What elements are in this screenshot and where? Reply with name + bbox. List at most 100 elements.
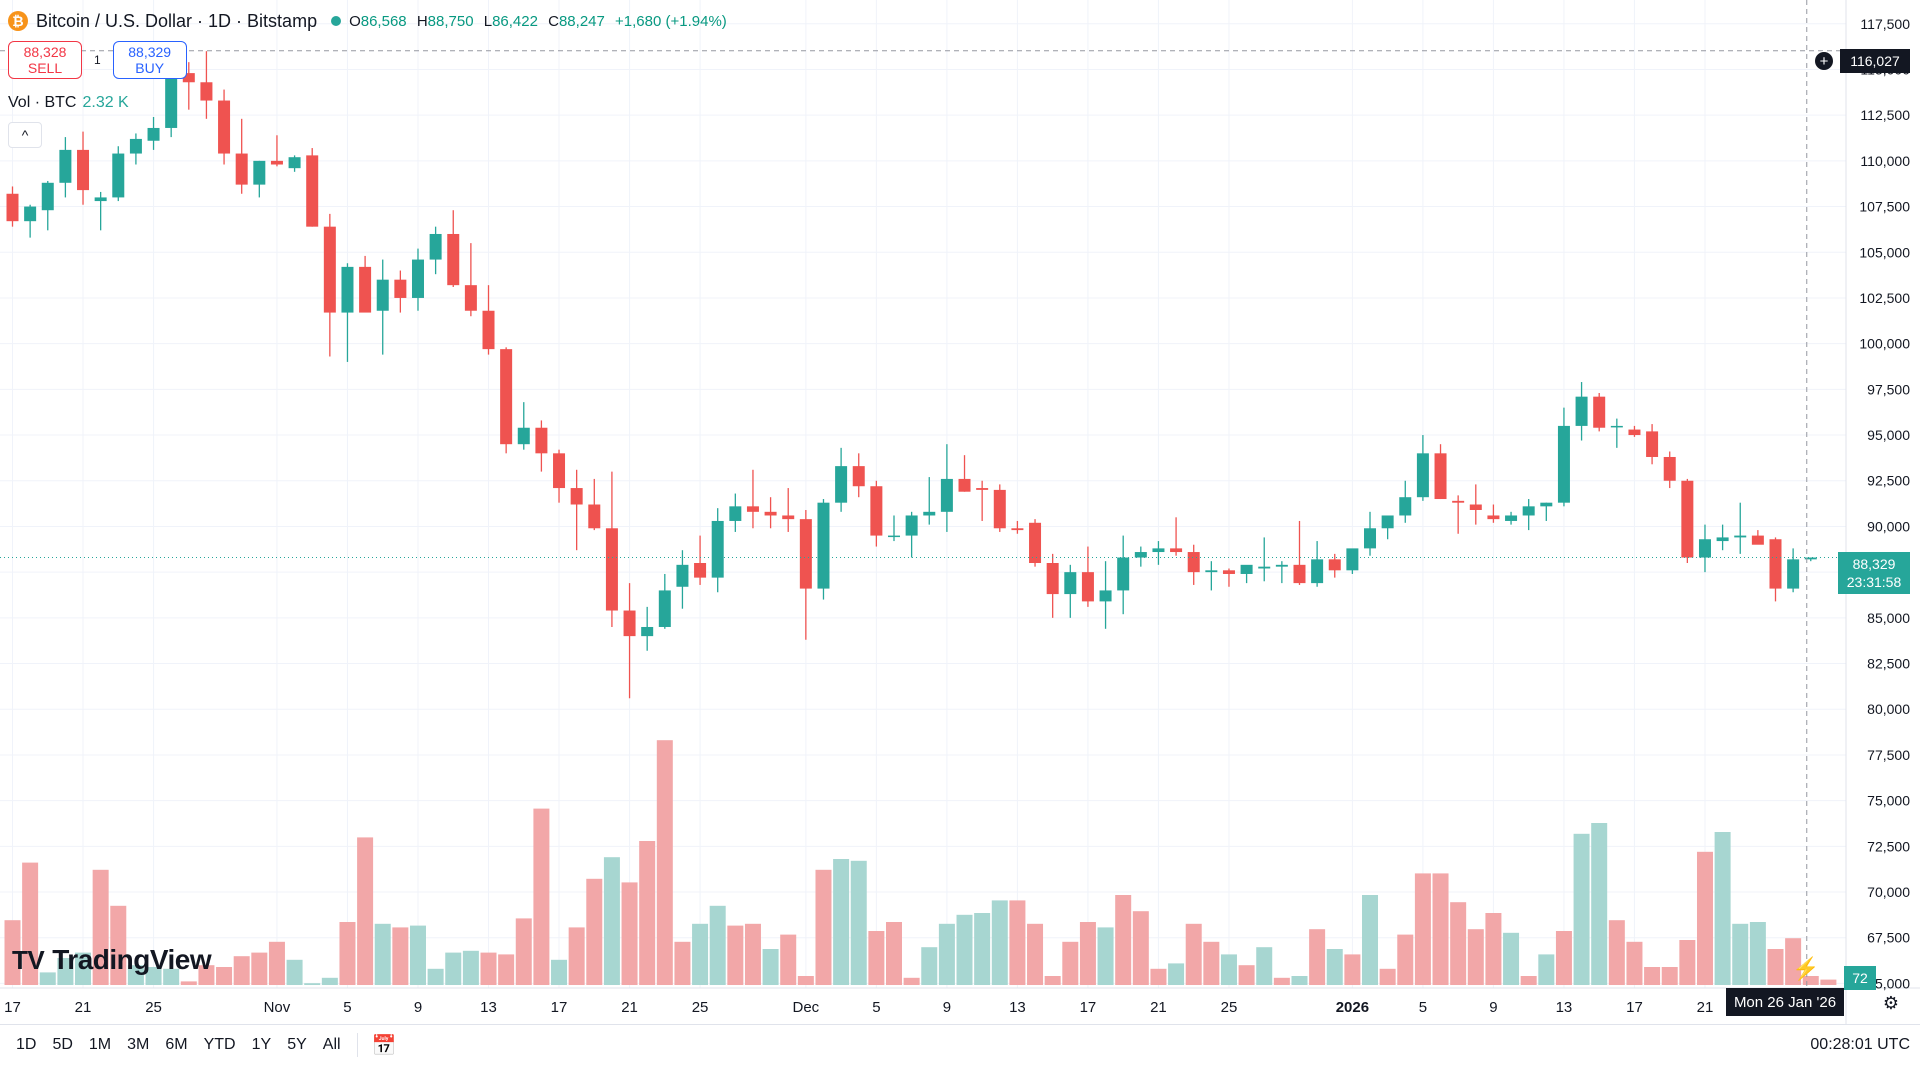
candle-body <box>1364 528 1377 549</box>
range-3m[interactable]: 3M <box>127 1036 150 1053</box>
y-tick-label: 112,500 <box>1860 107 1910 123</box>
x-tick-label: 9 <box>1489 999 1497 1016</box>
symbol-title[interactable]: Bitcoin / U.S. Dollar · 1D · Bitstamp <box>36 10 318 31</box>
candle-body <box>1152 548 1165 553</box>
candle-body <box>1452 500 1465 503</box>
volume-bar <box>515 918 532 985</box>
volume-bar <box>445 952 462 985</box>
candle-body <box>1663 456 1676 481</box>
bitcoin-icon: ₿ <box>8 11 28 31</box>
x-tick-label: 21 <box>1697 999 1714 1016</box>
range-5y[interactable]: 5Y <box>287 1036 307 1053</box>
volume-bar <box>1379 968 1396 985</box>
candle-body <box>1399 497 1412 516</box>
candle-body <box>447 233 460 286</box>
volume-bar <box>1467 929 1484 985</box>
range-1d[interactable]: 1D <box>16 1036 37 1053</box>
volume-bar <box>1714 832 1731 985</box>
x-tick-label: 17 <box>551 999 568 1016</box>
x-tick-label: 17 <box>1626 999 1643 1016</box>
candle-body <box>553 453 566 489</box>
range-1m[interactable]: 1M <box>88 1036 112 1053</box>
y-tick-label: 82,500 <box>1867 656 1910 672</box>
spread-value: 1 <box>94 53 101 67</box>
calendar-icon[interactable]: 📅 <box>371 1034 397 1057</box>
y-tick-label: 77,500 <box>1867 747 1910 763</box>
add-alert-icon[interactable]: + <box>1814 51 1834 71</box>
candle-body <box>1205 570 1218 573</box>
candle-body <box>235 153 248 185</box>
candle-body <box>1099 590 1112 602</box>
volume-bar <box>1749 922 1766 985</box>
y-tick-label: 95,000 <box>1867 427 1910 443</box>
economic-events-icon[interactable]: ⚡ <box>1792 956 1820 981</box>
candle-body <box>940 478 953 512</box>
candle-body <box>1258 566 1271 569</box>
volume-bar <box>216 967 233 985</box>
candle-body <box>1646 431 1659 457</box>
volume-bar <box>4 920 21 985</box>
candle-body <box>905 515 918 536</box>
volume-bar <box>974 913 991 985</box>
tradingview-logo-icon: TV <box>12 944 45 975</box>
collapse-legend-button[interactable]: ^ <box>8 122 42 148</box>
range-ytd[interactable]: YTD <box>203 1036 236 1053</box>
volume-bar <box>1220 954 1237 985</box>
candle-body <box>588 504 601 529</box>
volume-bar <box>1520 976 1537 985</box>
y-tick-label: 65,000 <box>1867 975 1910 991</box>
candle-body <box>323 226 336 313</box>
volume-bar <box>357 837 374 985</box>
range-6m[interactable]: 6M <box>165 1036 188 1053</box>
x-tick-label: 21 <box>1150 999 1167 1016</box>
candle-body <box>182 73 195 83</box>
volume-bar <box>145 967 162 985</box>
volume-bar <box>1397 934 1414 985</box>
candle-body <box>1698 539 1711 558</box>
volume-bar <box>1062 941 1079 985</box>
volume-bar <box>850 860 867 985</box>
candle-body <box>376 279 389 311</box>
utc-clock[interactable]: 00:28:01 UTC <box>1810 1036 1910 1053</box>
volume-bar <box>551 959 568 985</box>
buy-button[interactable]: 88,329 BUY <box>112 41 187 79</box>
range-5d[interactable]: 5D <box>52 1036 73 1053</box>
sell-button[interactable]: 88,328 SELL <box>8 41 82 79</box>
volume-legend[interactable]: Vol · BTC 2.32 K <box>8 94 129 111</box>
volume-bar <box>1450 902 1467 985</box>
candle-body <box>711 520 724 578</box>
x-tick-label: 25 <box>145 999 162 1016</box>
market-open-status-icon <box>331 16 342 26</box>
candle-body <box>464 285 477 311</box>
range-1y[interactable]: 1Y <box>251 1036 272 1053</box>
candle-body <box>288 157 301 169</box>
volume-bar <box>1203 941 1220 985</box>
x-tick-label: Dec <box>793 999 820 1016</box>
settings-gear-icon[interactable]: ⚙ <box>1882 992 1900 1013</box>
candle-body <box>59 149 72 183</box>
volume-bar <box>1785 938 1802 985</box>
volume-bar <box>956 914 973 985</box>
volume-bar <box>321 977 338 985</box>
candle-body <box>341 266 354 313</box>
candle-body <box>200 82 213 101</box>
range-all[interactable]: All <box>322 1036 341 1053</box>
candle-body <box>729 506 742 521</box>
candle-body <box>1416 453 1429 498</box>
y-tick-label: 105,000 <box>1859 244 1910 260</box>
volume-bar <box>392 927 409 985</box>
tradingview-logo[interactable]: TV TradingView <box>12 944 212 975</box>
volume-bar <box>886 922 902 985</box>
volume-bar <box>22 862 39 985</box>
volume-bar <box>727 925 744 985</box>
volume-bar <box>339 922 356 985</box>
candle-body <box>1222 570 1235 574</box>
candle-body <box>165 73 178 128</box>
candle-body <box>535 427 548 454</box>
volume-bar <box>1027 923 1044 985</box>
volume-bar <box>1432 873 1449 985</box>
candle-body <box>1522 506 1535 516</box>
candle-body <box>270 160 283 165</box>
volume-bar <box>1168 963 1185 985</box>
